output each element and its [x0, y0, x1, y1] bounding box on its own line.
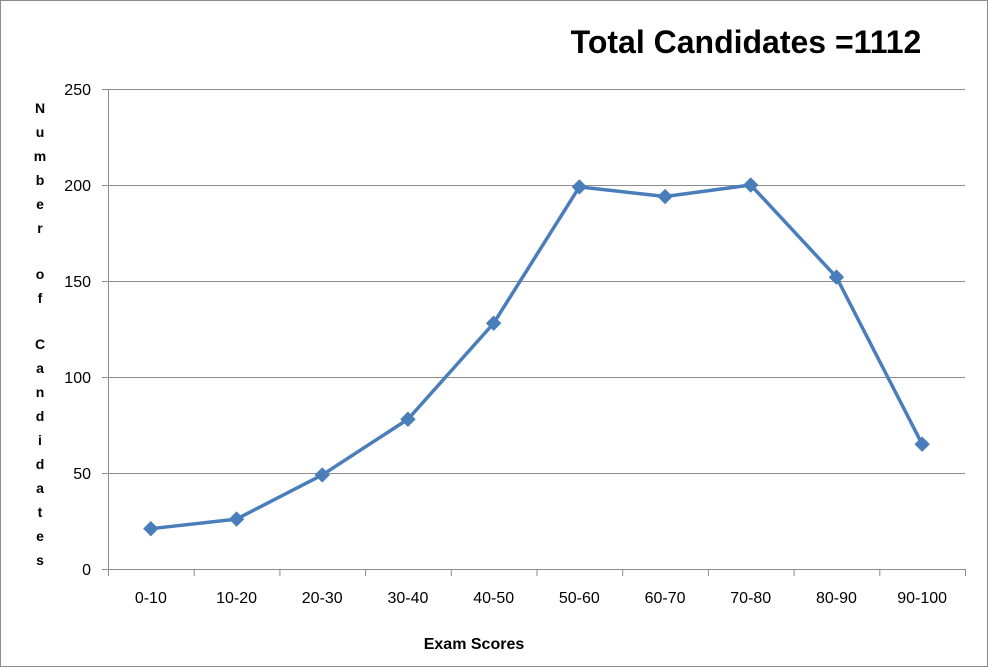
data-point [143, 520, 159, 537]
data-point [571, 179, 588, 195]
x-tick-label: 70-80 [730, 590, 771, 607]
y-tick-label: 100 [64, 370, 91, 387]
y-axis-label-char: t [38, 504, 43, 520]
data-point [314, 467, 330, 483]
y-tick-label: 150 [64, 274, 91, 291]
x-tick-label: 40-50 [473, 590, 514, 607]
data-point [743, 177, 759, 193]
y-axis-label-char: n [36, 384, 45, 400]
y-tick-label: 0 [82, 562, 91, 579]
y-axis-label-char: i [38, 432, 42, 448]
y-axis-label-char: b [36, 172, 45, 188]
data-point [400, 411, 416, 427]
x-tick-label: 50-60 [559, 590, 600, 607]
data-point [228, 511, 245, 527]
x-axis-label: Exam Scores [424, 636, 525, 653]
y-axis-label-char: e [36, 196, 44, 212]
y-axis-label-char: a [36, 480, 44, 496]
x-tick-label: 10-20 [216, 590, 257, 607]
gridlines [108, 89, 965, 474]
x-tick-label: 80-90 [816, 590, 857, 607]
y-axis-label-char: C [35, 336, 45, 352]
y-axis-label-char: u [36, 124, 45, 140]
x-tick-label: 60-70 [645, 590, 686, 607]
y-axis-label-char: o [36, 266, 45, 282]
data-point [485, 315, 502, 331]
y-axis-label-char: e [36, 528, 44, 544]
x-tick-labels: 0-10 10-20 20-30 30-40 40-50 50-60 60-70 70-80 8… [135, 590, 947, 607]
series-line [150, 183, 924, 531]
y-axis-label-char: r [37, 220, 43, 236]
y-axis-label-char: d [36, 408, 45, 424]
data-point [828, 269, 845, 285]
chart-title: Total Candidates =1112 [571, 24, 922, 60]
x-tick-label: 0-10 [135, 590, 167, 607]
data-point [657, 188, 673, 205]
y-axis-label-char: s [36, 552, 44, 568]
y-axis-label-char: a [36, 360, 44, 376]
y-axis-label-char: m [34, 148, 46, 164]
y-tick-label: 50 [73, 466, 91, 483]
data-point [914, 436, 930, 452]
y-tick-label: 200 [64, 178, 91, 195]
series-layer [143, 177, 930, 537]
y-tick-labels: 0 50 100 150 200 250 [64, 82, 91, 579]
x-tick-label: 90-100 [897, 590, 947, 607]
axes [102, 89, 966, 576]
y-tick-label: 250 [64, 82, 91, 99]
y-axis-label-char: N [35, 100, 45, 116]
y-axis-label-char: f [38, 290, 43, 306]
x-tick-label: 20-30 [302, 590, 343, 607]
x-tick-label: 30-40 [387, 590, 428, 607]
y-axis-label-char: d [36, 456, 45, 472]
